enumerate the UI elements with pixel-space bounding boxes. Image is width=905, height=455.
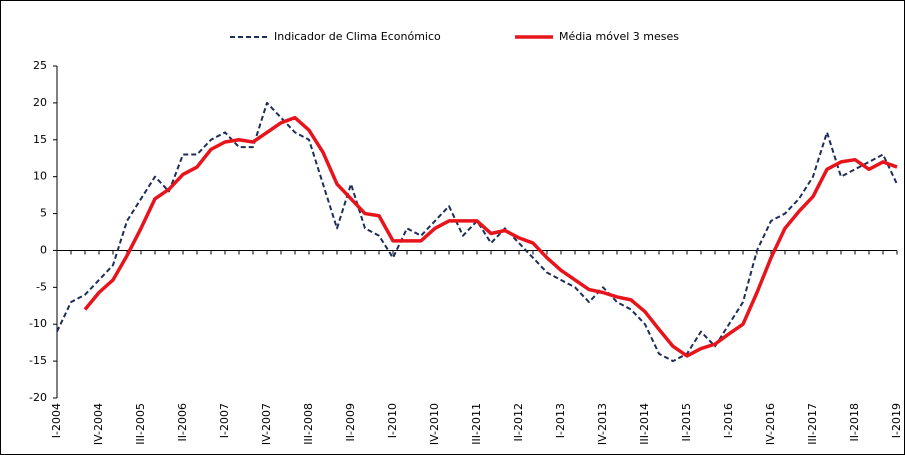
x-tick-label: III-2005: [134, 403, 147, 445]
x-tick-label: III-2011: [470, 403, 483, 445]
y-tick-label: -10: [29, 317, 47, 330]
x-tick-label: IV-2013: [596, 403, 609, 445]
y-tick-label: -5: [36, 280, 47, 293]
legend-label: Indicador de Clima Económico: [274, 30, 441, 43]
x-tick-label: I-2004: [50, 403, 63, 438]
y-tick-label: 10: [33, 170, 47, 183]
x-tick-label: I-2013: [554, 403, 567, 438]
x-tick-label: I-2016: [722, 403, 735, 438]
x-tick-label: IV-2010: [428, 403, 441, 445]
x-tick-label: IV-2004: [92, 403, 105, 445]
x-tick-label: III-2017: [806, 403, 819, 445]
y-tick-label: -15: [29, 354, 47, 367]
line-series: [56, 101, 898, 363]
x-tick-label: II-2015: [680, 403, 693, 441]
y-tick-label: 25: [33, 59, 47, 72]
x-tick-label: I-2010: [386, 403, 399, 438]
x-tick-label: I-2019: [890, 403, 903, 438]
x-tick-label: I-2007: [218, 403, 231, 438]
x-tick-label: IV-2007: [260, 403, 273, 445]
x-tick-label: III-2008: [302, 403, 315, 445]
x-tick-label: IV-2016: [764, 403, 777, 445]
y-tick-label: 20: [33, 96, 47, 109]
line-series: [83, 115, 898, 358]
legend-label: Média móvel 3 meses: [559, 30, 679, 43]
y-tick-label: -20: [29, 391, 47, 404]
x-tick-label: II-2018: [848, 403, 861, 441]
y-tick-label: 0: [40, 243, 47, 256]
x-tick-label: III-2014: [638, 403, 651, 445]
y-tick-label: 5: [40, 207, 47, 220]
x-tick-label: II-2012: [512, 403, 525, 441]
x-tick-label: II-2009: [344, 403, 357, 441]
x-tick-label: II-2006: [176, 403, 189, 441]
y-tick-label: 15: [33, 133, 47, 146]
